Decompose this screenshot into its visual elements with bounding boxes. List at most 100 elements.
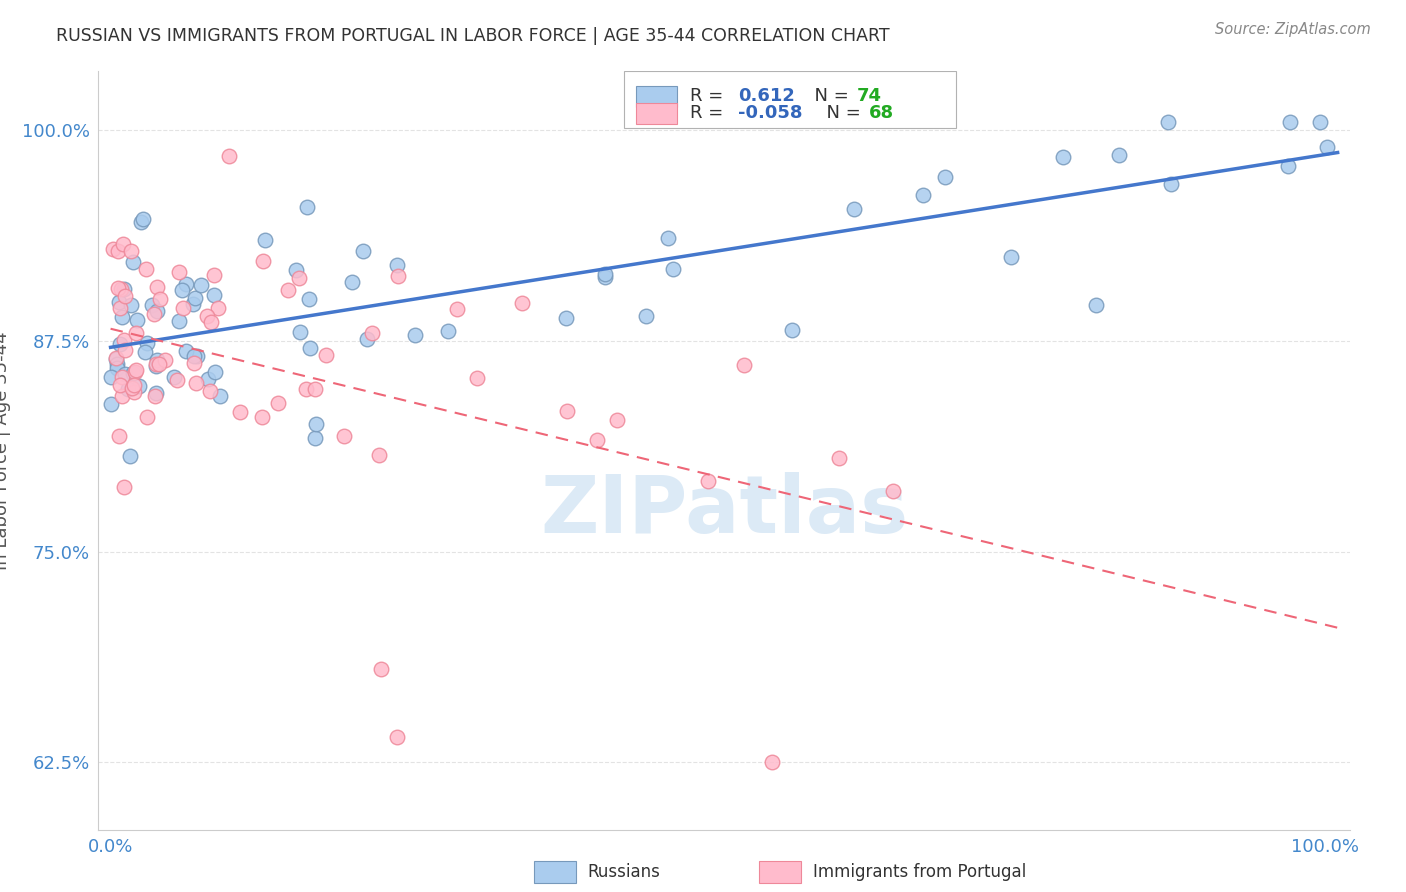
Point (125, 363, 148, 377)
Text: R =: R = (690, 104, 730, 122)
Point (146, 352, 169, 367)
Point (120, 449, 142, 463)
Point (186, 376, 208, 390)
Point (467, 371, 489, 385)
Point (107, 244, 129, 258)
Point (1085, 298, 1108, 312)
Point (108, 337, 131, 351)
Text: ZIPatlas: ZIPatlas (540, 472, 908, 550)
Point (204, 366, 226, 380)
Point (135, 262, 157, 277)
Point (304, 431, 326, 445)
Point (209, 389, 232, 403)
Point (110, 282, 132, 296)
Point (780, 323, 803, 337)
Point (103, 242, 125, 256)
Point (112, 333, 135, 347)
Point (1160, 177, 1182, 191)
Point (174, 277, 197, 292)
Point (125, 326, 148, 340)
Point (108, 295, 131, 310)
Point (1278, 115, 1301, 129)
Text: R =: R = (690, 87, 730, 105)
Point (166, 374, 188, 388)
Point (1277, 159, 1299, 173)
Point (733, 358, 755, 372)
Point (114, 289, 136, 303)
Text: -0.058: -0.058 (738, 104, 803, 122)
FancyBboxPatch shape (637, 103, 676, 124)
Point (111, 310, 134, 325)
Point (112, 282, 135, 296)
Point (606, 413, 628, 427)
Point (356, 332, 378, 346)
Point (827, 450, 849, 465)
Point (117, 382, 139, 396)
Point (183, 356, 205, 370)
Point (142, 307, 165, 321)
Point (586, 434, 609, 448)
Point (111, 389, 134, 403)
Point (108, 301, 131, 315)
Point (404, 328, 426, 343)
Point (662, 262, 685, 277)
Point (114, 367, 136, 381)
Point (108, 377, 131, 392)
Point (121, 381, 143, 395)
Point (145, 304, 167, 318)
Text: RUSSIAN VS IMMIGRANTS FROM PORTUGAL IN LABOR FORCE | AGE 35-44 CORRELATION CHART: RUSSIAN VS IMMIGRANTS FROM PORTUGAL IN L… (56, 27, 890, 45)
Point (122, 384, 145, 399)
Point (181, 296, 204, 310)
Point (657, 231, 679, 245)
Text: Source: ZipAtlas.com: Source: ZipAtlas.com (1215, 22, 1371, 37)
Point (250, 409, 273, 424)
Point (105, 351, 128, 366)
Point (136, 335, 159, 350)
Point (360, 326, 382, 340)
Point (315, 348, 337, 362)
Point (124, 378, 146, 392)
Point (100, 397, 122, 411)
Point (125, 313, 148, 327)
Text: 68: 68 (869, 104, 894, 122)
Point (340, 275, 363, 289)
Point (136, 410, 159, 425)
Point (761, 755, 783, 769)
Point (287, 270, 309, 285)
Point (253, 233, 276, 247)
Point (145, 385, 167, 400)
Point (124, 365, 146, 379)
Point (593, 270, 616, 285)
Point (288, 325, 311, 339)
Point (183, 349, 205, 363)
Point (131, 212, 153, 227)
Point (163, 370, 186, 384)
FancyBboxPatch shape (637, 86, 676, 107)
Point (385, 730, 408, 744)
Text: 74: 74 (856, 87, 882, 105)
Point (1315, 140, 1337, 154)
Point (294, 382, 316, 396)
Point (555, 404, 578, 418)
Point (114, 343, 136, 358)
Point (370, 663, 392, 677)
Point (107, 280, 129, 294)
Point (229, 405, 252, 419)
Point (172, 301, 194, 316)
Point (842, 202, 865, 216)
Point (202, 288, 225, 302)
Point (634, 309, 657, 323)
Point (170, 283, 193, 297)
Point (882, 484, 904, 499)
Point (332, 429, 354, 443)
Point (387, 268, 409, 283)
Point (120, 297, 142, 311)
Point (108, 428, 131, 442)
Point (146, 280, 169, 294)
Point (129, 215, 152, 229)
Point (197, 372, 219, 386)
Point (148, 357, 170, 371)
Point (934, 169, 956, 184)
Point (120, 244, 142, 258)
Point (304, 382, 326, 396)
